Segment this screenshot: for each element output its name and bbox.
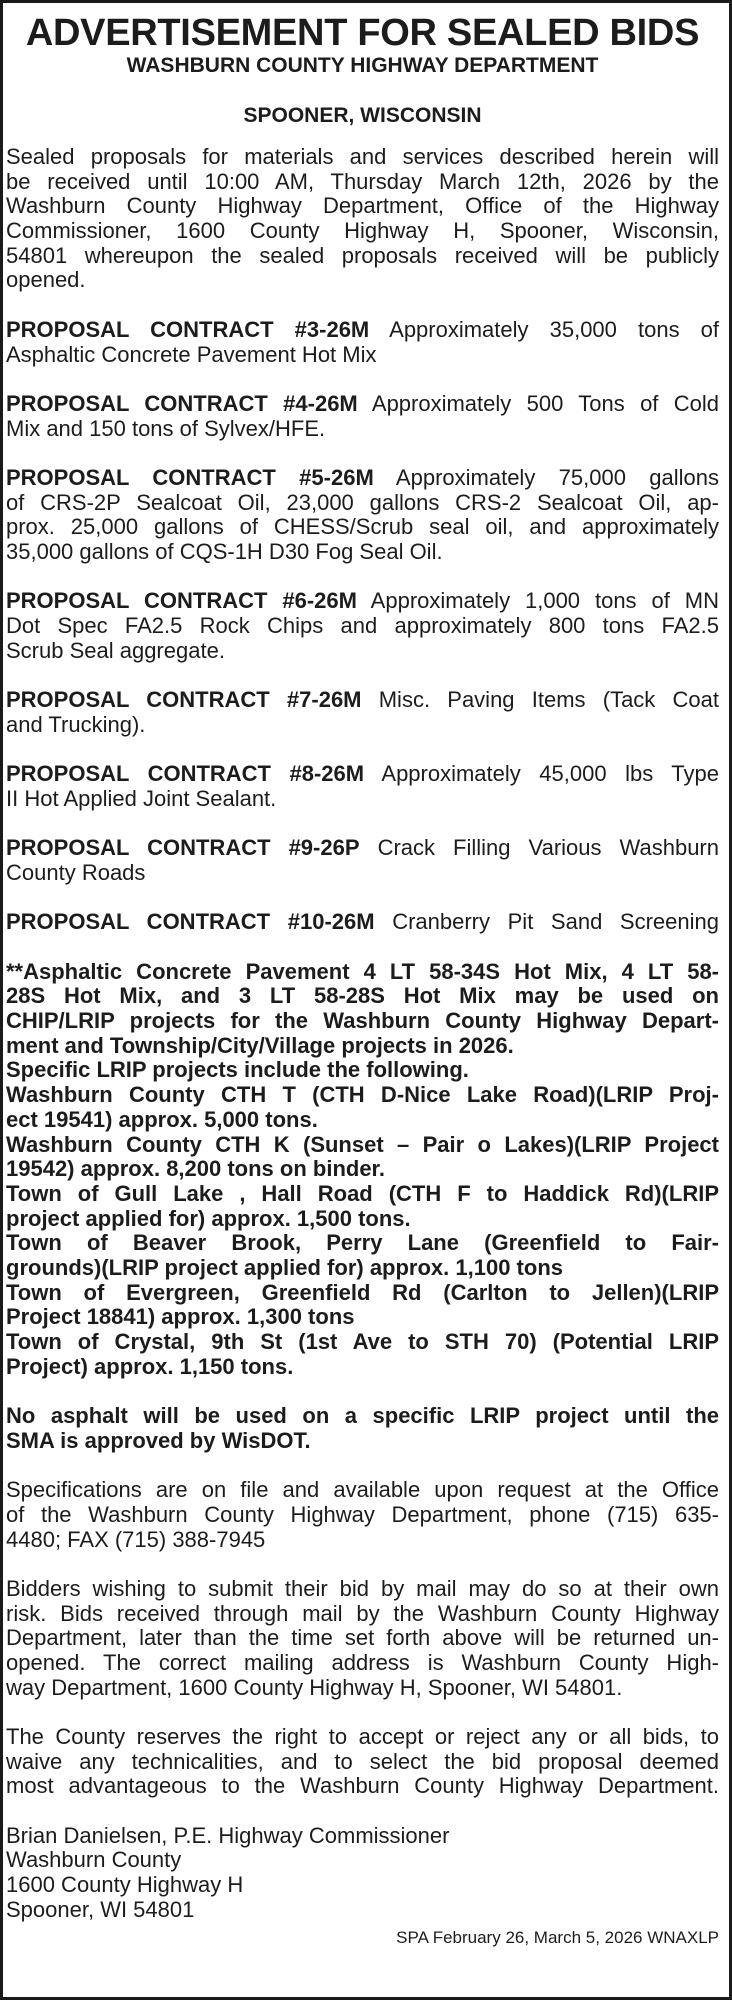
text-line: opened.	[6, 267, 86, 293]
signature-line: 1600 County Highway H	[6, 1872, 244, 1898]
text-line: 35,000 gallons of CQS-1H D30 Fog Seal Oi…	[6, 539, 443, 564]
text-line: Bidders wishing to submit their bid by m…	[6, 1575, 719, 1601]
text-line: Dot Spec FA2.5 Rock Chips and approximat…	[6, 613, 719, 639]
proposal-contract: PROPOSAL CONTRACT #5-26M Approximately 7…	[6, 464, 720, 565]
text-line: project applied for) approx. 1,500 tons.	[6, 1205, 411, 1231]
department-name: WASHBURN COUNTY HIGHWAY DEPARTMENT	[126, 54, 599, 77]
proposal-contract: PROPOSAL CONTRACT #9-26P Crack Filling V…	[6, 835, 719, 885]
text-line: Town of Gull Lake , Hall Road (CTH F to …	[6, 1180, 719, 1206]
text-line: grounds)(LRIP project applied for) appro…	[6, 1254, 563, 1280]
text-line: II Hot Applied Joint Sealant.	[6, 785, 277, 811]
proposal-contract: PROPOSAL CONTRACT #8-26M Approximately 4…	[6, 761, 719, 811]
text-line: PROPOSAL CONTRACT #6-26M Approximately 1…	[6, 589, 719, 614]
text-line: Project 18841) approx. 1,300 tons	[6, 1304, 355, 1330]
text-line: 4480; FAX (715) 388-7945	[6, 1526, 266, 1552]
proposal-contract: PROPOSAL CONTRACT #6-26M Approximately 1…	[6, 589, 719, 663]
text-line: PROPOSAL CONTRACT #4-26M Approximately 5…	[6, 390, 719, 417]
contract-number: PROPOSAL CONTRACT #8-26M	[6, 761, 365, 787]
text-line: Department, later than the time set fort…	[6, 1625, 719, 1651]
text-line: Mix and 150 tons of Sylvex/HFE.	[6, 415, 326, 441]
contract-number: PROPOSAL CONTRACT #3-26M	[6, 316, 370, 342]
contract-description: Approximately 500 Tons of Cold	[371, 390, 719, 416]
text-line: Asphaltic Concrete Pavement Hot Mix	[6, 341, 377, 367]
text-line: Washburn County CTH K (Sunset – Pair o L…	[6, 1131, 719, 1157]
mail-bids-paragraph: Bidders wishing to submit their bid by m…	[6, 1575, 719, 1700]
text-line: CHIP/LRIP projects for the Washburn Coun…	[6, 1008, 719, 1034]
contract-number: PROPOSAL CONTRACT #9-26P	[6, 835, 360, 861]
contract-description: Misc. Paving Items (Tack Coat	[378, 687, 719, 713]
text-line: way Department, 1600 County Highway H, S…	[6, 1674, 623, 1700]
text-line: of CRS-2P Sealcoat Oil, 23,000 gallons C…	[6, 489, 719, 515]
text-line: Town of Beaver Brook, Perry Lane (Greenf…	[6, 1230, 719, 1256]
signature-line: Washburn County	[6, 1847, 182, 1873]
contract-number: PROPOSAL CONTRACT #4-26M	[6, 390, 358, 416]
text-line: Town of Evergreen, Greenfield Rd (Carlto…	[6, 1279, 719, 1305]
sma-notice: No asphalt will be used on a specific LR…	[6, 1403, 719, 1453]
text-line: Sealed proposals for materials and servi…	[6, 144, 719, 169]
location: SPOONER, WISCONSIN	[243, 104, 482, 127]
text-line: be received until 10:00 AM, Thursday Mar…	[6, 168, 719, 194]
text-line: Washburn County Highway Department, Offi…	[6, 193, 719, 219]
intro-paragraph: Sealed proposals for materials and servi…	[6, 144, 719, 293]
contract-description: Approximately 45,000 lbs Type	[381, 761, 719, 787]
contract-number: PROPOSAL CONTRACT #6-26M	[6, 588, 357, 614]
signature-line: Brian Danielsen, P.E. Highway Commission…	[6, 1822, 450, 1848]
text-line: **Asphaltic Concrete Pavement 4 LT 58-34…	[6, 958, 719, 984]
rights-paragraph: The County reserves the right to accept …	[6, 1724, 719, 1799]
contract-number: PROPOSAL CONTRACT #7-26M	[6, 687, 362, 713]
notice-body: Sealed proposals for materials and servi…	[6, 144, 720, 1923]
text-line: most advantageous to the Washburn County…	[6, 1773, 719, 1799]
proposal-contract: PROPOSAL CONTRACT #10-26M Cranberry Pit …	[6, 909, 719, 935]
contract-description: Approximately 75,000 gallons	[395, 464, 720, 490]
signature-line: Spooner, WI 54801	[6, 1896, 195, 1922]
text-line: PROPOSAL CONTRACT #5-26M Approximately 7…	[6, 464, 720, 491]
text-line: Town of Crystal, 9th St (1st Ave to STH …	[6, 1329, 719, 1354]
text-line: PROPOSAL CONTRACT #7-26M Misc. Paving It…	[6, 687, 719, 713]
contract-number: PROPOSAL CONTRACT #5-26M	[6, 464, 374, 490]
specifications-paragraph: Specifications are on file and available…	[6, 1477, 719, 1552]
text-line: PROPOSAL CONTRACT #10-26M Cranberry Pit …	[6, 909, 719, 935]
text-line: 19542) approx. 8,200 tons on binder.	[6, 1156, 386, 1182]
text-line: Project) approx. 1,150 tons.	[6, 1353, 294, 1379]
text-line: ment and Township/City/Village projects …	[6, 1032, 514, 1058]
text-line: 28S Hot Mix, and 3 LT 58-28S Hot Mix may…	[6, 983, 719, 1009]
text-line: waive any technicalities, and to select …	[6, 1748, 719, 1774]
notice-title: ADVERTISEMENT FOR SEALED BIDS	[25, 12, 700, 54]
text-line: Scrub Seal aggregate.	[6, 637, 225, 663]
text-line: PROPOSAL CONTRACT #8-26M Approximately 4…	[6, 761, 719, 787]
text-line: Washburn County CTH T (CTH D-Nice Lake R…	[6, 1082, 719, 1108]
text-line: Specifications are on file and available…	[6, 1477, 719, 1503]
text-line: SMA is approved by WisDOT.	[6, 1427, 311, 1453]
text-line: and Trucking).	[6, 711, 146, 737]
text-line: Commissioner, 1600 County Highway H, Spo…	[6, 218, 719, 244]
text-line: No asphalt will be used on a specific LR…	[6, 1403, 719, 1429]
signature-block: Brian Danielsen, P.E. Highway Commission…	[6, 1822, 719, 1923]
text-line: risk. Bids received through mail by the …	[6, 1600, 719, 1626]
text-line: of the Washburn County Highway Departmen…	[6, 1501, 719, 1527]
contract-description: Approximately 35,000 tons of	[389, 316, 720, 342]
lrip-projects: **Asphaltic Concrete Pavement 4 LT 58-34…	[6, 958, 719, 1380]
text-line: PROPOSAL CONTRACT #3-26M Approximately 3…	[6, 316, 720, 343]
text-line: PROPOSAL CONTRACT #9-26P Crack Filling V…	[6, 835, 719, 861]
proposal-contract: PROPOSAL CONTRACT #7-26M Misc. Paving It…	[6, 687, 719, 737]
contract-number: PROPOSAL CONTRACT #10-26M	[6, 909, 375, 935]
text-line: County Roads	[6, 859, 146, 885]
contract-description: Crack Filling Various Washburn	[377, 835, 719, 861]
text-line: prox. 25,000 gallons of CHESS/Scrub seal…	[6, 514, 719, 540]
text-line: opened. The correct mailing address is W…	[6, 1649, 719, 1675]
text-line: Specific LRIP projects include the follo…	[6, 1057, 469, 1083]
contract-description: Approximately 1,000 tons of MN	[370, 588, 719, 614]
proposal-contract: PROPOSAL CONTRACT #3-26M Approximately 3…	[6, 316, 720, 367]
text-line: 54801 whereupon the sealed proposals rec…	[6, 242, 719, 268]
proposal-contract: PROPOSAL CONTRACT #4-26M Approximately 5…	[6, 390, 719, 441]
legal-notice: ADVERTISEMENT FOR SEALED BIDS WASHBURN C…	[6, 0, 719, 1949]
text-line: ect 19541) approx. 5,000 tons.	[6, 1106, 318, 1132]
contract-description: Cranberry Pit Sand Screening	[392, 909, 719, 935]
text-line: The County reserves the right to accept …	[6, 1724, 719, 1749]
publication-footer: SPA February 26, March 5, 2026 WNAXLP	[396, 1927, 719, 1947]
